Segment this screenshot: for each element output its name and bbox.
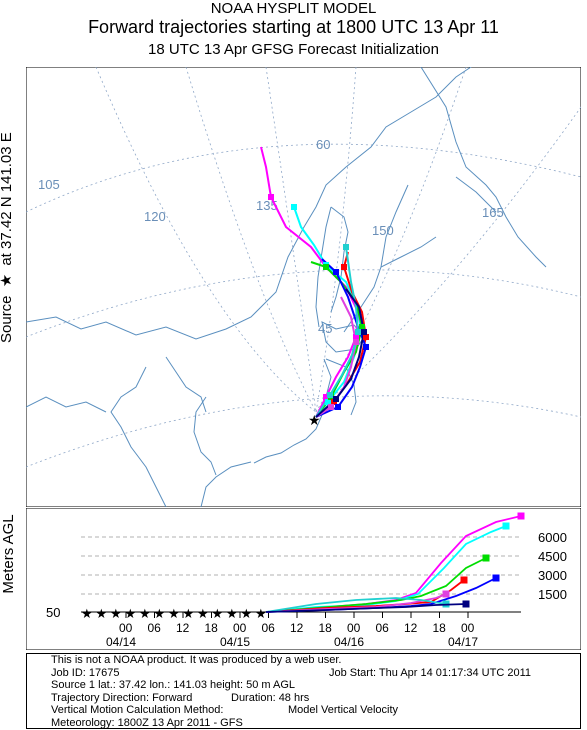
time-tick-label: 06 — [376, 621, 390, 635]
time-tick-label: 06 — [148, 621, 162, 635]
trajectory-marker — [341, 264, 347, 270]
trajectory-marker — [335, 404, 341, 410]
date-label: 04/17 — [448, 635, 478, 649]
trajectory-marker — [325, 399, 331, 405]
trajectory-marker — [327, 392, 333, 398]
time-tick-label: 12 — [290, 621, 304, 635]
source-marker-icon: ★ — [308, 412, 321, 428]
trajectory-title: Forward trajectories starting at 1800 UT… — [88, 17, 499, 37]
duration: Duration: 48 hrs — [231, 691, 310, 704]
trajectory-marker — [353, 339, 359, 345]
start-star-icon: ★ — [255, 606, 267, 621]
height-label-4500: 4500 — [538, 549, 567, 564]
vertical-trajectory-end-marker — [517, 512, 525, 520]
trajectory-marker — [353, 334, 359, 340]
source-info: Source 1 lat.: 37.42 lon.: 141.03 height… — [51, 679, 295, 692]
job-start: Job Start: Thu Apr 14 01:17:34 UTC 2011 — [329, 666, 531, 679]
vertical-axis-label: Meters AGL — [0, 514, 17, 594]
trajectory-marker — [355, 329, 361, 335]
vertical-method-label: Vertical Motion Calculation Method: — [51, 704, 224, 717]
trajectory-marker — [363, 344, 369, 350]
vertical-trajectory-end-marker — [462, 600, 470, 608]
height-label-3000: 3000 — [538, 568, 567, 583]
time-tick-label: 12 — [176, 621, 190, 635]
time-tick-label: 12 — [404, 621, 418, 635]
lat-label-60: 60 — [316, 137, 330, 152]
height-label-6000: 6000 — [538, 530, 567, 545]
trajectory-marker — [291, 204, 297, 210]
trajectory-marker — [323, 264, 329, 270]
lat-label-45: 45 — [318, 321, 332, 336]
trajectory-marker — [343, 244, 349, 250]
lon-label-150: 150 — [372, 223, 394, 238]
model-title: NOAA HYSPLIT MODEL — [210, 0, 377, 17]
vertical-trajectory-line — [265, 597, 447, 613]
start-star-icon: ★ — [96, 606, 108, 621]
start-star-icon: ★ — [125, 606, 137, 621]
vertical-trajectories — [265, 512, 525, 613]
job-id: Job ID: 17675 — [51, 666, 120, 679]
trajectory-markers — [268, 194, 369, 410]
start-star-icon: ★ — [81, 606, 93, 621]
height-label-base: 50 — [46, 605, 60, 620]
trajectory-direction: Trajectory Direction: Forward — [51, 691, 193, 704]
start-star-icon: ★ — [139, 606, 151, 621]
vertical-trajectory-end-marker — [502, 522, 510, 530]
start-star-icon: ★ — [212, 606, 224, 621]
forecast-subtitle: 18 UTC 13 Apr GFSG Forecast Initializati… — [148, 41, 439, 58]
trajectory-marker — [333, 396, 339, 402]
start-star-icon: ★ — [226, 606, 238, 621]
time-tick-label: 00 — [347, 621, 361, 635]
vertical-trajectory-line — [265, 603, 467, 613]
meteorology-info: Meteorology: 1800Z 13 Apr 2011 - GFS — [51, 716, 243, 729]
time-tick-label: 18 — [433, 621, 447, 635]
time-tick-label: 18 — [205, 621, 219, 635]
trajectory-marker — [359, 324, 365, 330]
source-star-icon: ★ — [0, 274, 15, 287]
vertical-trajectory-end-marker — [482, 554, 490, 562]
height-label-1500: 1500 — [538, 587, 567, 602]
trajectory-marker — [361, 329, 367, 335]
vertical-trajectory-end-marker — [492, 574, 500, 582]
date-label: 04/16 — [334, 635, 364, 649]
start-star-icon: ★ — [241, 606, 253, 621]
job-info-panel: This is not a NOAA product. It was produ… — [26, 653, 581, 729]
date-label: 04/14 — [106, 635, 136, 649]
height-tick-labels: 6000 4500 3000 1500 50 — [46, 530, 567, 620]
trajectory-marker — [363, 334, 369, 340]
trajectory-marker — [333, 269, 339, 275]
time-tick-label: 00 — [233, 621, 247, 635]
source-location-label: Source ★ at 37.42 N 141.03 E — [0, 132, 19, 343]
vertical-trajectory-end-marker — [442, 590, 450, 598]
start-markers: ★ ★ ★ ★ ★ ★ ★ ★ ★ ★ ★ ★ ★ — [81, 606, 267, 621]
time-tick-label: 00 — [119, 621, 133, 635]
time-tick-label: 18 — [319, 621, 333, 635]
start-star-icon: ★ — [110, 606, 122, 621]
start-star-icon: ★ — [168, 606, 180, 621]
lon-label-105: 105 — [38, 177, 60, 192]
trajectory-map: 105 120 135 150 165 60 45 ★ — [26, 67, 581, 507]
lon-label-120: 120 — [144, 209, 166, 224]
start-star-icon: ★ — [183, 606, 195, 621]
vertical-trajectory-end-marker — [460, 576, 468, 584]
source-label-prefix: Source — [0, 295, 15, 343]
time-tick-label: 06 — [262, 621, 276, 635]
time-tick-label: 00 — [461, 621, 475, 635]
start-star-icon: ★ — [154, 606, 166, 621]
disclaimer-text: This is not a NOAA product. It was produ… — [51, 654, 342, 666]
trajectory-marker — [328, 404, 334, 410]
start-star-icon: ★ — [197, 606, 209, 621]
trajectory-marker — [323, 394, 329, 400]
date-label: 04/15 — [220, 635, 250, 649]
lon-label-165: 165 — [482, 205, 504, 220]
trajectory-marker — [268, 194, 274, 200]
vertical-profile-chart: 6000 4500 3000 1500 50 00 06 12 18 00 06 12 18 0… — [26, 508, 581, 650]
vertical-method-value: Model Vertical Velocity — [288, 704, 399, 717]
source-label-coords: at 37.42 N 141.03 E — [0, 132, 15, 266]
